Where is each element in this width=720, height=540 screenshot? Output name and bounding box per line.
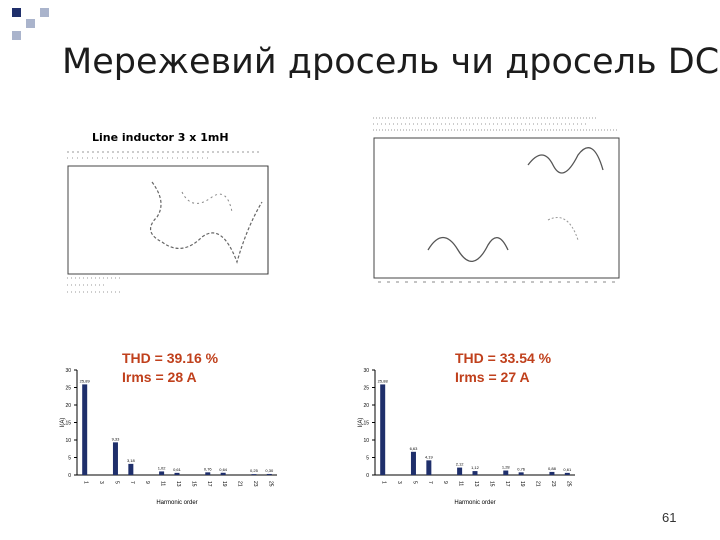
- bar-h7: [426, 460, 432, 475]
- y-tick-label: 10: [65, 438, 71, 444]
- left-scope-image: [67, 151, 269, 293]
- x-tick-label: 13: [473, 481, 479, 487]
- x-tick-label: 9: [442, 481, 448, 484]
- x-tick-label: 21: [535, 481, 541, 487]
- bar-h23: [549, 471, 555, 475]
- data-label-h11: 1,02: [158, 465, 167, 470]
- left-thd: THD = 39.16 %: [122, 350, 219, 366]
- x-tick-label: 5: [113, 481, 119, 484]
- bar-h5: [112, 442, 118, 475]
- bar-h1: [380, 384, 386, 475]
- x-tick-label: 19: [519, 481, 525, 487]
- x-tick-label: 11: [458, 481, 464, 486]
- x-tick-label: 1: [381, 481, 387, 484]
- y-tick-label: 25: [65, 386, 71, 392]
- x-tick-label: 15: [190, 481, 196, 487]
- data-label-h19: 0,76: [517, 466, 526, 471]
- x-tick-label: 17: [504, 481, 510, 487]
- bar-h17: [205, 472, 211, 475]
- bar-h13: [472, 471, 478, 475]
- page-number: 61: [662, 510, 677, 525]
- x-tick-label: 15: [488, 481, 494, 487]
- y-tick-label: 30: [363, 368, 369, 374]
- x-axis-label: Harmonic order: [454, 500, 495, 506]
- y-tick-label: 0: [68, 473, 71, 479]
- bar-h19: [518, 472, 524, 475]
- y-tick-label: 15: [65, 421, 71, 427]
- y-tick-label: 10: [363, 438, 369, 444]
- data-label-h1: 25,88: [378, 378, 389, 383]
- x-tick-label: 23: [252, 481, 258, 487]
- data-label-h25: 0,30: [265, 468, 274, 473]
- x-tick-label: 17: [206, 481, 212, 487]
- right-stats: THD = 33.54 % Irms = 27 A: [455, 349, 551, 387]
- bar-h25: [266, 473, 272, 475]
- bar-h23: [251, 474, 257, 475]
- data-label-h13: 1,12: [471, 465, 480, 470]
- x-tick-label: 21: [237, 481, 243, 487]
- x-tick-label: 13: [175, 481, 181, 487]
- y-tick-label: 15: [363, 421, 369, 427]
- data-label-h7: 4,19: [425, 454, 434, 459]
- x-tick-label: 19: [221, 481, 227, 487]
- bar-h25: [564, 472, 570, 475]
- y-tick-label: 5: [68, 456, 71, 462]
- x-tick-label: 7: [129, 481, 135, 484]
- data-label-h7: 3,18: [127, 458, 136, 463]
- x-tick-label: 9: [144, 481, 150, 484]
- data-label-h25: 0,61: [563, 467, 572, 472]
- y-tick-label: 30: [65, 368, 71, 374]
- x-tick-label: 3: [396, 481, 402, 484]
- x-tick-label: 25: [267, 481, 273, 487]
- x-axis-label: Harmonic order: [156, 500, 197, 506]
- data-label-h17: 1,28: [502, 465, 511, 470]
- right-thd: THD = 33.54 %: [455, 350, 552, 366]
- x-tick-label: 11: [160, 481, 166, 486]
- y-tick-label: 20: [65, 403, 71, 409]
- bar-h19: [220, 472, 226, 475]
- bar-h13: [174, 472, 180, 475]
- page-title: Мережевий дросель чи дросель DC: [62, 42, 720, 82]
- data-label-h23: 0,88: [548, 466, 557, 471]
- left-irms: Irms = 28 A: [122, 369, 197, 385]
- data-label-h5: 6,63: [410, 446, 419, 451]
- x-tick-label: 5: [411, 481, 417, 484]
- bar-h7: [128, 463, 134, 475]
- corner-square-1: [12, 8, 21, 17]
- x-tick-label: 7: [427, 481, 433, 484]
- y-tick-label: 5: [366, 456, 369, 462]
- data-label-h17: 0,76: [204, 466, 213, 471]
- y-axis-label: I(A): [60, 418, 66, 428]
- y-tick-label: 20: [363, 403, 369, 409]
- bar-h1: [82, 384, 88, 475]
- left-stats: THD = 39.16 % Irms = 28 A: [122, 349, 218, 387]
- y-tick-label: 25: [363, 386, 369, 392]
- right-scope-image: [373, 117, 620, 283]
- data-label-h5: 9,33: [112, 436, 121, 441]
- data-label-h13: 0,61: [173, 467, 182, 472]
- data-label-h23: 0,25: [250, 468, 259, 473]
- bar-h11: [159, 471, 165, 475]
- data-label-h11: 2,12: [456, 462, 465, 467]
- right-irms: Irms = 27 A: [455, 369, 530, 385]
- x-tick-label: 3: [98, 481, 104, 484]
- bar-h17: [503, 470, 509, 475]
- x-tick-label: 1: [83, 481, 89, 484]
- corner-square-4: [12, 31, 21, 40]
- bar-h5: [410, 451, 416, 475]
- corner-square-2: [40, 8, 49, 17]
- y-tick-label: 0: [366, 473, 369, 479]
- x-tick-label: 23: [550, 481, 556, 487]
- data-label-h1: 25,89: [80, 378, 91, 383]
- corner-square-3: [26, 19, 35, 28]
- bar-h11: [457, 467, 463, 475]
- y-axis-label: I(A): [358, 418, 364, 428]
- data-label-h19: 0,64: [219, 467, 228, 472]
- scope-caption: Line inductor 3 x 1mH: [92, 131, 229, 144]
- x-tick-label: 25: [565, 481, 571, 487]
